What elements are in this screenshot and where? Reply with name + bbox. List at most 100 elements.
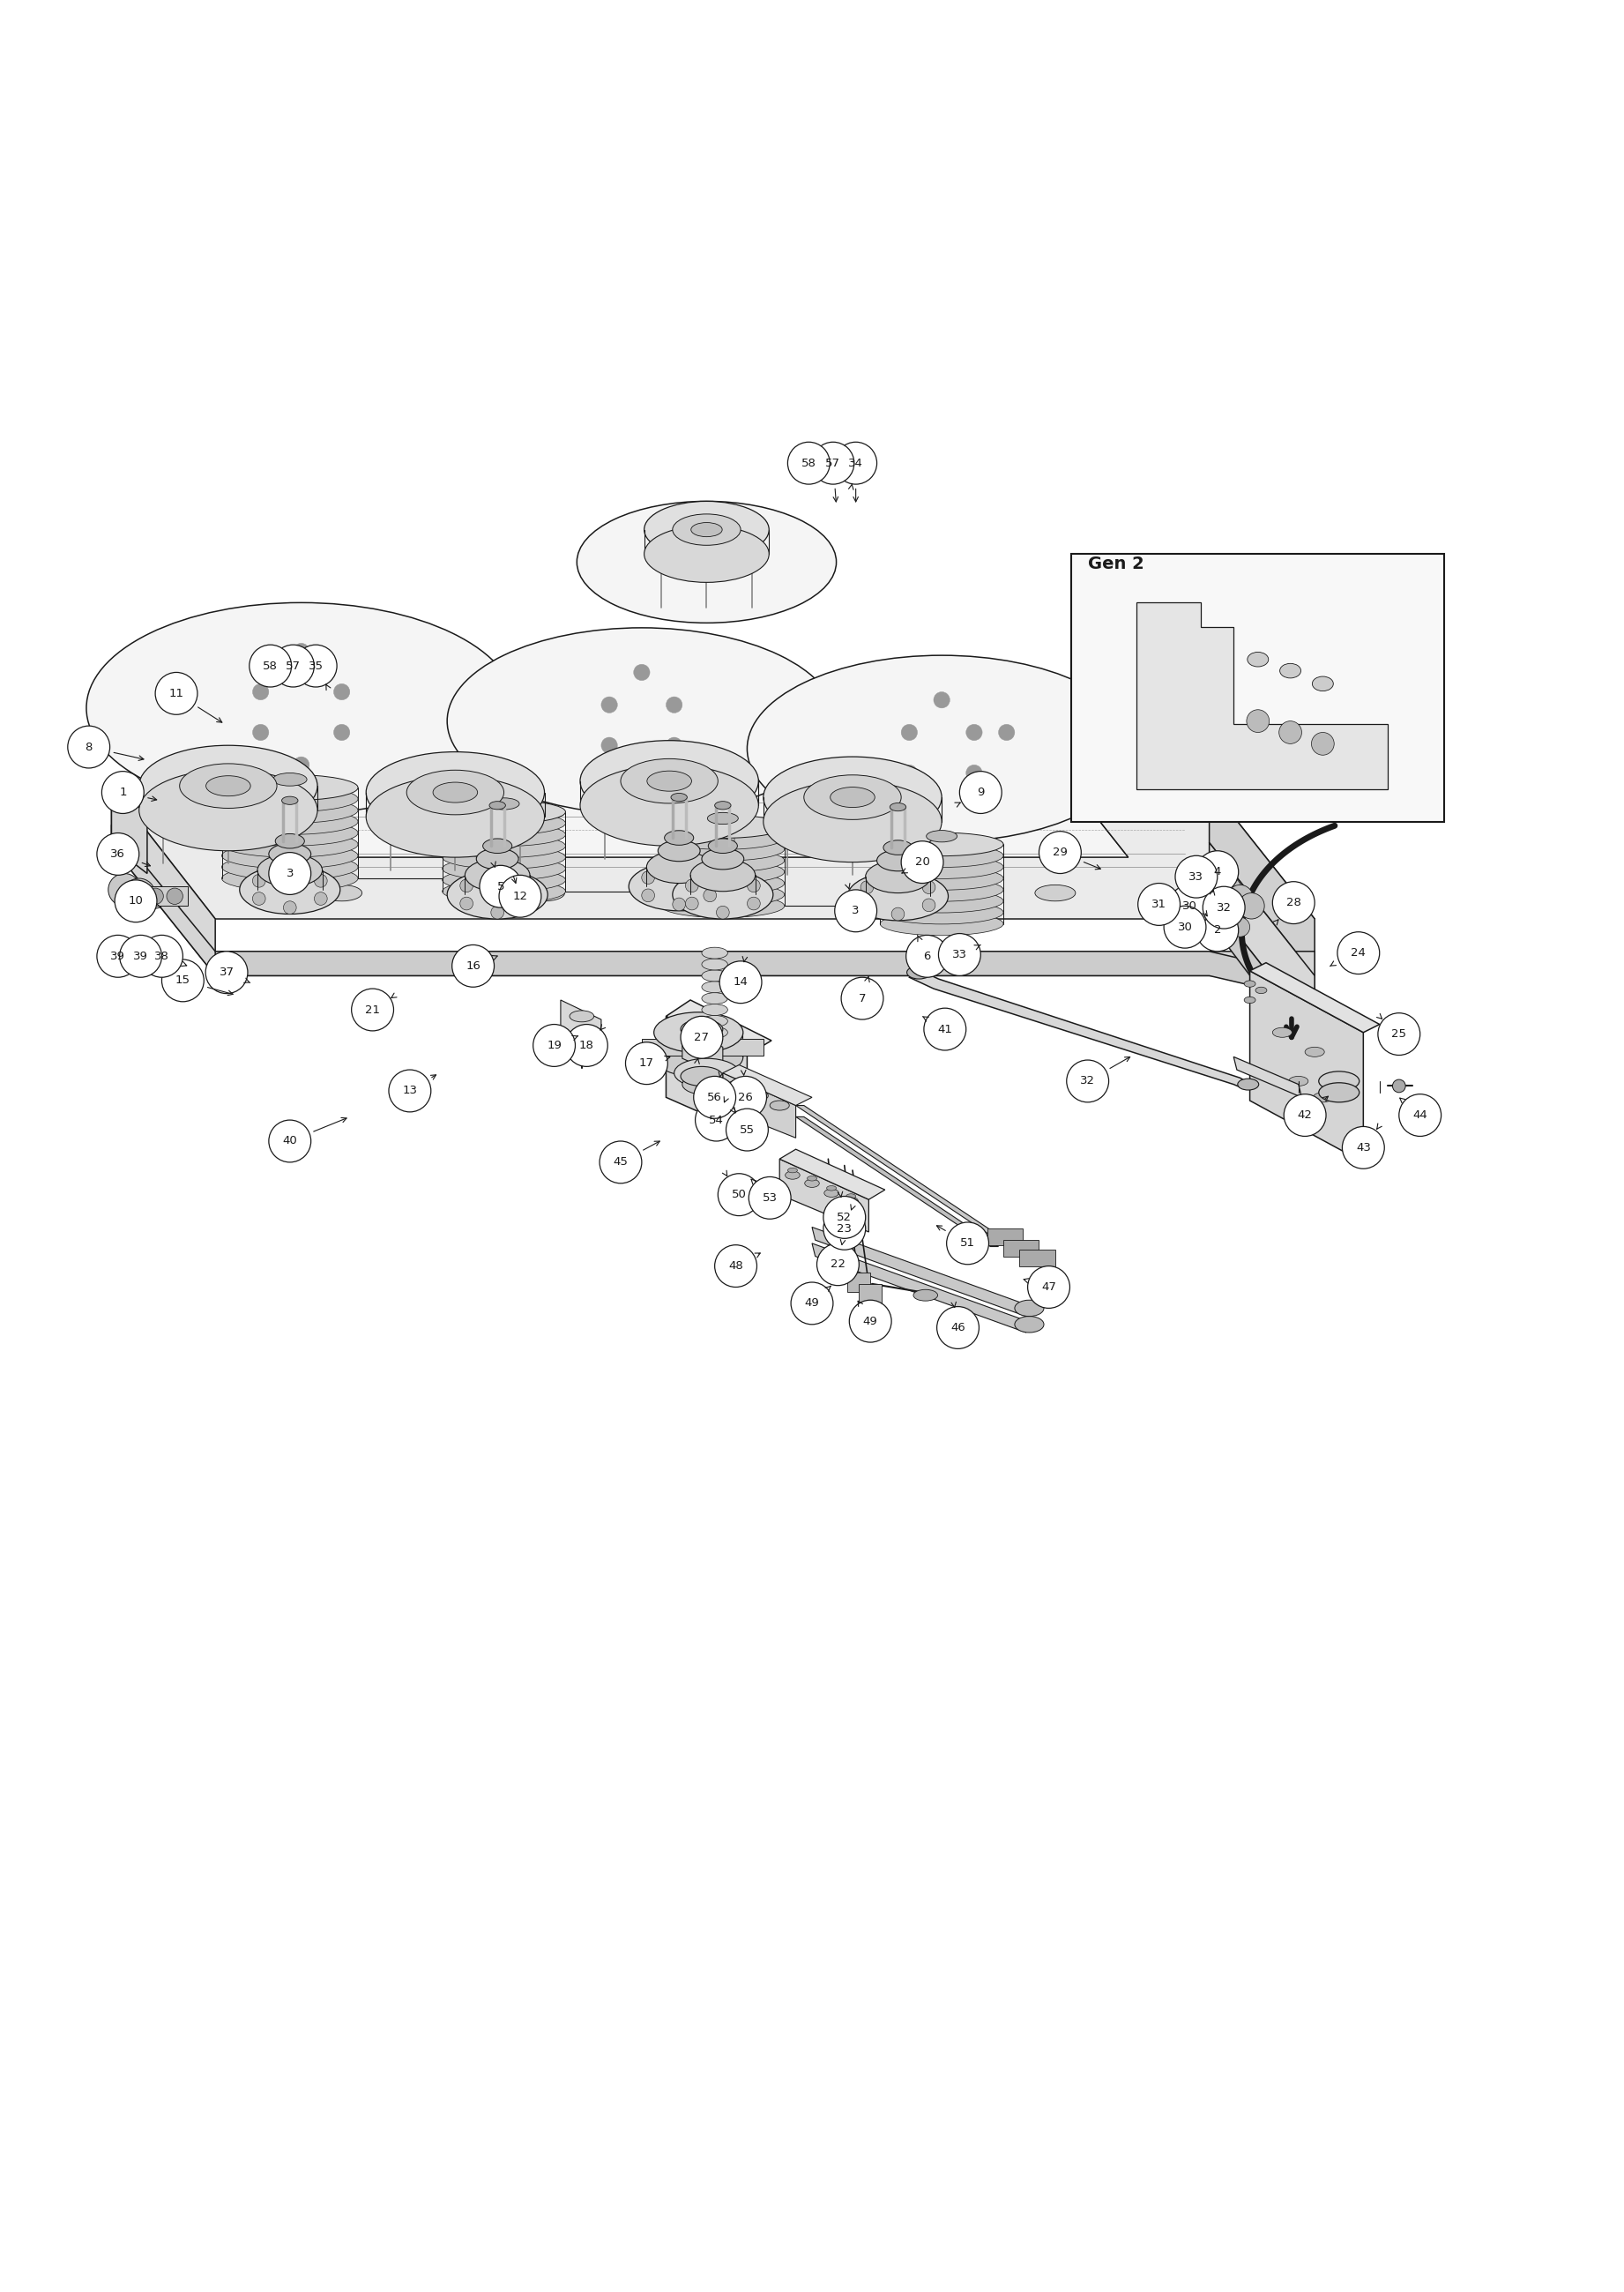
Circle shape — [666, 738, 682, 754]
Circle shape — [861, 880, 874, 894]
Text: 44: 44 — [1413, 1109, 1427, 1121]
Polygon shape — [666, 1015, 747, 1132]
Polygon shape — [112, 786, 148, 873]
Circle shape — [388, 1070, 430, 1112]
Circle shape — [68, 727, 110, 768]
Polygon shape — [723, 1066, 812, 1105]
Circle shape — [120, 935, 162, 976]
Ellipse shape — [827, 1185, 836, 1190]
Text: 10: 10 — [128, 896, 143, 908]
Circle shape — [680, 1015, 723, 1059]
Ellipse shape — [880, 855, 1004, 878]
Circle shape — [892, 908, 905, 921]
Ellipse shape — [702, 947, 728, 958]
Ellipse shape — [1244, 997, 1255, 1004]
Ellipse shape — [708, 839, 737, 853]
Circle shape — [533, 1025, 575, 1066]
Bar — [848, 1272, 870, 1293]
Ellipse shape — [525, 885, 565, 901]
Circle shape — [641, 871, 654, 885]
Circle shape — [250, 644, 291, 688]
Circle shape — [294, 644, 336, 688]
Text: 54: 54 — [710, 1114, 724, 1125]
FancyBboxPatch shape — [1072, 555, 1444, 821]
Text: 8: 8 — [84, 740, 93, 752]
Circle shape — [253, 724, 270, 740]
Circle shape — [1398, 1093, 1440, 1137]
Circle shape — [999, 724, 1015, 740]
Circle shape — [521, 896, 534, 910]
Ellipse shape — [726, 1082, 745, 1091]
Circle shape — [823, 1208, 866, 1249]
Circle shape — [1273, 882, 1315, 924]
Ellipse shape — [1314, 1093, 1333, 1102]
Circle shape — [315, 892, 328, 905]
Circle shape — [97, 935, 140, 976]
Circle shape — [1176, 855, 1218, 898]
Circle shape — [823, 1196, 866, 1238]
Ellipse shape — [661, 814, 784, 839]
Polygon shape — [1210, 786, 1315, 976]
Ellipse shape — [1280, 662, 1301, 678]
Ellipse shape — [702, 970, 728, 981]
Circle shape — [1247, 711, 1270, 733]
Ellipse shape — [489, 802, 505, 809]
Circle shape — [252, 892, 265, 905]
Ellipse shape — [728, 885, 768, 901]
Circle shape — [167, 887, 184, 905]
Circle shape — [479, 866, 521, 908]
Ellipse shape — [804, 775, 901, 821]
Circle shape — [901, 766, 918, 782]
Circle shape — [960, 772, 1002, 814]
Circle shape — [156, 672, 198, 715]
Circle shape — [703, 871, 716, 885]
Ellipse shape — [926, 830, 957, 841]
Ellipse shape — [848, 871, 948, 921]
Polygon shape — [909, 967, 1252, 1089]
Text: 39: 39 — [110, 951, 125, 963]
Polygon shape — [1226, 919, 1332, 1077]
Circle shape — [601, 697, 617, 713]
Ellipse shape — [286, 825, 315, 834]
Ellipse shape — [1244, 981, 1255, 988]
Circle shape — [1169, 885, 1212, 926]
Ellipse shape — [1392, 1080, 1405, 1093]
Circle shape — [1343, 1128, 1384, 1169]
Circle shape — [123, 878, 156, 910]
Polygon shape — [1137, 603, 1387, 788]
Ellipse shape — [680, 1020, 723, 1038]
Ellipse shape — [620, 759, 718, 804]
Ellipse shape — [880, 832, 1004, 855]
Text: 45: 45 — [614, 1157, 628, 1169]
Text: 31: 31 — [1151, 898, 1166, 910]
Ellipse shape — [222, 832, 357, 857]
Text: 33: 33 — [952, 949, 966, 960]
Circle shape — [716, 871, 729, 882]
Ellipse shape — [830, 786, 875, 807]
Ellipse shape — [661, 882, 784, 905]
Circle shape — [565, 1025, 607, 1066]
Ellipse shape — [1255, 988, 1267, 992]
Ellipse shape — [661, 825, 784, 850]
Ellipse shape — [273, 821, 330, 839]
Ellipse shape — [322, 885, 362, 901]
Ellipse shape — [222, 855, 357, 880]
Text: 32: 32 — [1216, 901, 1231, 912]
Circle shape — [333, 724, 349, 740]
Text: 55: 55 — [739, 1123, 755, 1135]
Ellipse shape — [222, 843, 357, 869]
Circle shape — [947, 1222, 989, 1265]
Text: Gen 2: Gen 2 — [1088, 555, 1143, 573]
Circle shape — [718, 1174, 760, 1215]
Ellipse shape — [628, 862, 729, 910]
Ellipse shape — [661, 871, 784, 894]
Ellipse shape — [702, 1027, 728, 1038]
Text: 16: 16 — [466, 960, 481, 972]
Ellipse shape — [711, 821, 768, 839]
Ellipse shape — [671, 793, 687, 802]
Circle shape — [906, 935, 948, 976]
Text: 58: 58 — [263, 660, 278, 672]
Ellipse shape — [365, 752, 544, 832]
Ellipse shape — [1319, 1070, 1359, 1091]
Circle shape — [1377, 1013, 1419, 1054]
